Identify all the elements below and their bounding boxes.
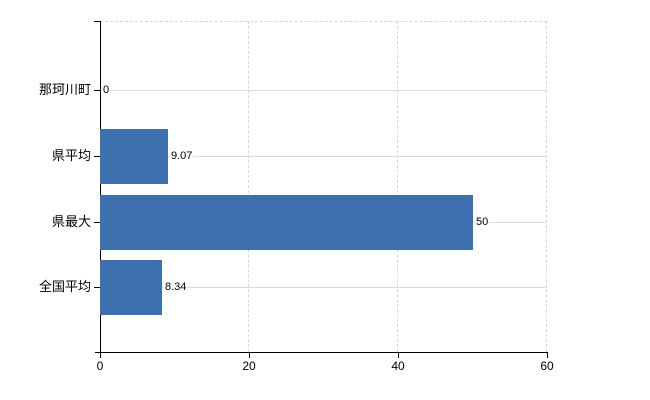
category-label: 那珂川町 [38, 82, 91, 97]
category-label: 全国平均 [38, 279, 91, 294]
bar-全国平均 [100, 260, 162, 315]
x-axis-tick-40 [398, 352, 399, 358]
vertical-gridline-20 [248, 21, 249, 352]
category-label: 県平均 [51, 148, 91, 163]
x-axis-line [95, 352, 548, 353]
y-axis-tick [94, 287, 101, 288]
x-axis-tick-label: 40 [391, 359, 405, 373]
horizontal-gridline [100, 287, 547, 288]
vertical-gridline-40 [397, 21, 398, 352]
y-axis-tick [94, 90, 101, 91]
x-axis-tick-20 [249, 352, 250, 358]
x-axis-tick-label: 0 [96, 359, 104, 373]
bar-県平均 [100, 129, 168, 184]
x-axis-tick-label: 20 [242, 359, 256, 373]
x-axis-tick-label: 60 [540, 359, 554, 373]
category-label: 県最大 [51, 214, 91, 229]
horizontal-gridline [100, 90, 547, 91]
y-axis-tick [94, 156, 101, 157]
y-axis-tick [94, 222, 101, 223]
plot-area: 0 9.07 50 8.34 [100, 21, 547, 352]
vertical-gridline-60 [546, 21, 547, 352]
bar-県最大 [100, 195, 473, 250]
plot-top-border [100, 21, 547, 22]
value-label: 50 [475, 215, 490, 229]
y-axis-end-tick [94, 21, 101, 22]
x-axis-tick-0 [100, 352, 101, 358]
x-axis-tick-60 [547, 352, 548, 358]
value-label: 0 [102, 83, 111, 97]
y-axis-line [100, 21, 101, 352]
value-label: 8.34 [164, 280, 188, 294]
horizontal-gridline [100, 156, 547, 157]
value-label: 9.07 [170, 149, 194, 163]
